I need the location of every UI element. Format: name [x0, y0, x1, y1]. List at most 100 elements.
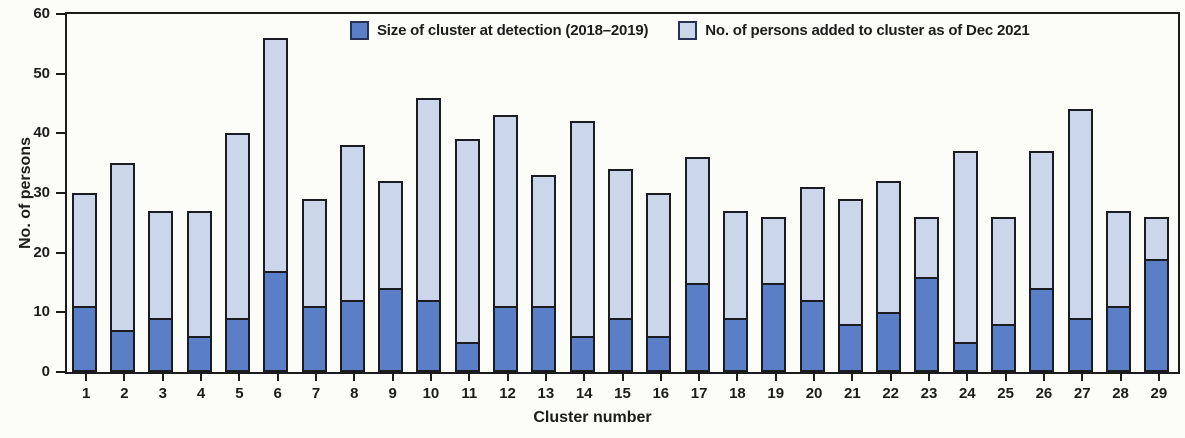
bar-cluster-28 — [1106, 210, 1132, 372]
segment-detection-cluster-21 — [837, 324, 863, 372]
segment-added-cluster-22 — [876, 181, 902, 313]
x-tick-mark-15 — [621, 374, 624, 381]
x-tick-mark-22 — [889, 374, 892, 381]
segment-added-cluster-3 — [148, 210, 174, 319]
bar-cluster-11 — [454, 139, 480, 372]
segment-added-cluster-8 — [339, 145, 365, 301]
x-tick-label-9: 9 — [388, 385, 397, 402]
bar-cluster-3 — [148, 210, 174, 372]
segment-detection-cluster-6 — [263, 270, 289, 372]
x-tick-label-1: 1 — [81, 385, 91, 402]
x-tick-mark-6 — [276, 374, 279, 381]
bar-cluster-6 — [263, 37, 289, 372]
segment-detection-cluster-23 — [914, 276, 940, 372]
segment-detection-cluster-29 — [1144, 258, 1170, 372]
x-tick-mark-16 — [659, 374, 662, 381]
bar-cluster-27 — [1067, 109, 1093, 372]
x-tick-label-28: 28 — [1112, 385, 1129, 402]
segment-detection-cluster-27 — [1067, 318, 1093, 372]
y-tick-mark-40 — [56, 132, 65, 135]
bar-cluster-1 — [71, 193, 97, 372]
segment-detection-cluster-24 — [952, 342, 978, 372]
x-tick-label-4: 4 — [196, 385, 206, 402]
x-tick-mark-13 — [544, 374, 547, 381]
segment-added-cluster-5 — [224, 133, 250, 319]
x-tick-label-12: 12 — [499, 385, 516, 402]
segment-added-cluster-2 — [109, 163, 135, 331]
bar-cluster-15 — [608, 169, 633, 372]
bar-cluster-9 — [378, 181, 404, 372]
segment-detection-cluster-4 — [186, 336, 212, 372]
bar-cluster-5 — [224, 133, 250, 372]
bar-cluster-7 — [301, 198, 327, 372]
segment-added-cluster-11 — [454, 139, 480, 343]
segment-added-cluster-25 — [991, 216, 1017, 325]
x-tick-mark-28 — [1119, 374, 1122, 381]
x-tick-mark-27 — [1081, 374, 1084, 381]
y-tick-mark-0 — [56, 371, 65, 373]
bar-cluster-23 — [914, 216, 940, 372]
bar-cluster-10 — [416, 97, 442, 372]
x-tick-label-27: 27 — [1073, 385, 1091, 402]
segment-added-cluster-6 — [263, 37, 289, 271]
x-tick-mark-3 — [161, 374, 164, 381]
y-tick-label-30: 30 — [33, 184, 50, 201]
bar-cluster-17 — [684, 157, 710, 372]
bar-cluster-12 — [493, 115, 519, 372]
segment-detection-cluster-26 — [1029, 288, 1055, 372]
segment-detection-cluster-13 — [531, 306, 557, 372]
segment-added-cluster-24 — [952, 151, 978, 343]
x-axis-title: Cluster number — [533, 409, 652, 426]
bar-cluster-8 — [339, 145, 365, 372]
x-tick-label-29: 29 — [1150, 385, 1168, 402]
segment-detection-cluster-14 — [569, 336, 595, 372]
x-tick-mark-4 — [200, 374, 203, 381]
bar-cluster-19 — [761, 216, 787, 372]
y-tick-mark-50 — [56, 72, 65, 75]
legend: Size of cluster at detection (2018–2019)… — [350, 21, 1030, 40]
x-tick-mark-7 — [315, 374, 318, 381]
y-tick-label-10: 10 — [33, 303, 50, 321]
segment-added-cluster-7 — [301, 198, 327, 307]
bar-cluster-26 — [1029, 151, 1055, 372]
segment-added-cluster-29 — [1144, 216, 1170, 259]
segment-detection-cluster-22 — [876, 312, 902, 372]
segment-detection-cluster-3 — [148, 318, 174, 372]
x-tick-label-18: 18 — [729, 385, 746, 402]
x-tick-label-24: 24 — [958, 385, 976, 402]
x-tick-mark-2 — [123, 374, 126, 381]
segment-added-cluster-15 — [608, 169, 633, 319]
x-tick-label-17: 17 — [690, 385, 708, 402]
x-tick-label-21: 21 — [844, 385, 861, 402]
segment-detection-cluster-28 — [1106, 306, 1132, 372]
segment-detection-cluster-10 — [416, 300, 442, 372]
bar-cluster-13 — [531, 175, 557, 372]
segment-detection-cluster-9 — [378, 288, 404, 372]
x-tick-mark-26 — [1042, 374, 1045, 381]
x-tick-mark-11 — [468, 374, 471, 381]
x-tick-mark-23 — [927, 374, 930, 381]
segment-detection-cluster-15 — [608, 318, 633, 372]
segment-detection-cluster-17 — [684, 282, 710, 372]
segment-added-cluster-26 — [1029, 151, 1055, 289]
legend-item-detection: Size of cluster at detection (2018–2019) — [350, 21, 648, 40]
bar-cluster-24 — [952, 151, 978, 372]
x-tick-mark-9 — [391, 374, 394, 381]
x-tick-mark-29 — [1157, 374, 1160, 381]
segment-added-cluster-19 — [761, 216, 787, 283]
segment-detection-cluster-11 — [454, 342, 480, 372]
y-tick-label-20: 20 — [33, 243, 50, 261]
x-tick-mark-17 — [698, 374, 701, 381]
x-tick-mark-10 — [429, 374, 432, 381]
bar-cluster-29 — [1144, 216, 1170, 372]
segment-detection-cluster-7 — [301, 306, 327, 372]
x-tick-mark-18 — [736, 374, 739, 381]
bar-cluster-4 — [186, 210, 212, 372]
x-tick-mark-24 — [966, 374, 969, 381]
x-tick-mark-5 — [238, 374, 241, 381]
x-tick-mark-25 — [1004, 374, 1007, 381]
segment-added-cluster-14 — [569, 121, 595, 337]
x-tick-mark-19 — [774, 374, 777, 381]
bar-cluster-16 — [646, 193, 672, 372]
